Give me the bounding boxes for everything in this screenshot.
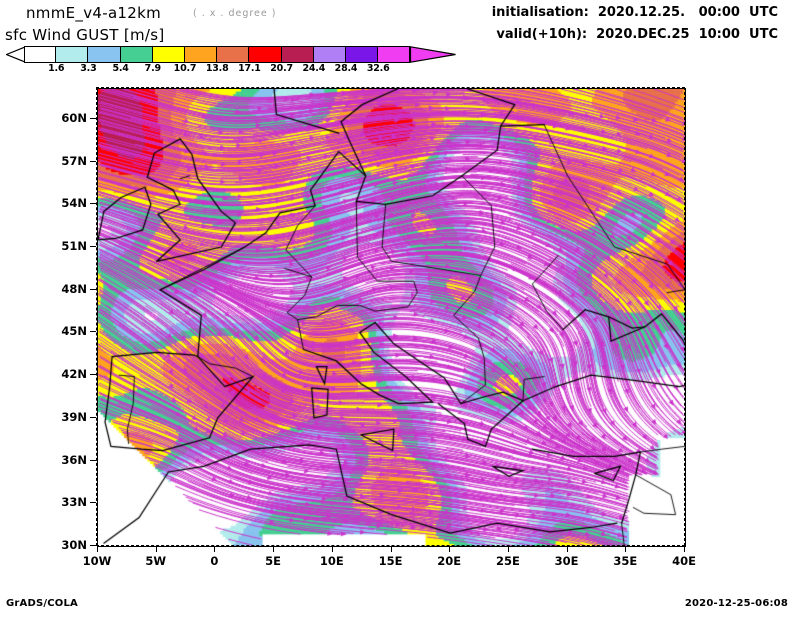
colorbar-tick-8: 24.4: [302, 63, 326, 74]
colorbar-cell-8: [281, 46, 314, 63]
lat-tick-label-42N: 42N: [61, 367, 87, 382]
lat-tick-label-48N: 48N: [61, 281, 87, 296]
lat-tick-mark-54N: [90, 203, 96, 205]
colorbar-cell-9: [313, 46, 346, 63]
colorbar-strip: [24, 46, 411, 63]
lat-tick-mark-36N: [90, 459, 96, 461]
colorbar-tick-4: 10.7: [173, 63, 197, 74]
colorbar-low-arrow-icon: [6, 46, 26, 63]
lat-tick-label-30N: 30N: [61, 538, 87, 552]
colorbar-tick-1: 3.3: [80, 63, 97, 74]
colorbar-cell-3: [120, 46, 153, 63]
colorbar-cell-7: [249, 46, 282, 63]
lat-tick-label-33N: 33N: [61, 495, 87, 510]
lon-tick-mark-35E: [625, 546, 627, 552]
colorbar-tick-7: 20.7: [270, 63, 293, 74]
colorbar-tick-0: 1.6: [48, 63, 65, 74]
lat-tick-label-39N: 39N: [61, 409, 87, 424]
model-name: nmmE_v4-a12km: [26, 4, 162, 22]
valid-time-text: valid(+10h): 2020.DEC.25 10:00 UTC: [496, 27, 778, 42]
colorbar-cell-6: [217, 46, 250, 63]
lat-tick-mark-39N: [90, 416, 96, 418]
lon-tick-label-20E: 20E: [437, 554, 462, 568]
colorbar-cell-1: [56, 46, 89, 63]
lon-tick-mark-20E: [449, 546, 451, 552]
field-title: sfc Wind GUST [m/s]: [5, 26, 165, 44]
lon-tick-label-10W: 10W: [82, 554, 112, 568]
lon-tick-mark-25E: [507, 546, 509, 552]
colorbar: 1.6 3.3 5.4 7.9 10.7 13.8 17.1 20.7 24.4 28.4 32.6: [6, 46, 456, 74]
wind-gust-field-canvas[interactable]: [98, 89, 685, 546]
colorbar-high-arrow-icon: [410, 46, 456, 63]
lon-tick-mark-5E: [273, 546, 275, 552]
lat-tick-mark-45N: [90, 331, 96, 333]
map-plot-area[interactable]: [97, 88, 686, 547]
colorbar-tick-10: 32.6: [366, 63, 390, 74]
lon-tick-mark-30E: [566, 546, 568, 552]
lon-tick-label-0: 0: [210, 554, 219, 568]
lat-tick-mark-60N: [90, 117, 96, 119]
lat-tick-mark-57N: [90, 160, 96, 162]
colorbar-cell-2: [88, 46, 121, 63]
producer-credit: GrADS/COLA: [6, 598, 78, 609]
colorbar-cell-0: [24, 46, 57, 63]
lon-tick-mark-0: [214, 546, 216, 552]
lon-tick-label-5E: 5E: [265, 554, 282, 568]
lon-tick-label-35E: 35E: [613, 554, 638, 568]
lat-tick-label-36N: 36N: [61, 452, 87, 467]
lat-tick-label-51N: 51N: [61, 239, 87, 254]
lon-tick-mark-5W: [155, 546, 157, 552]
lon-tick-mark-10W: [97, 546, 98, 552]
lat-tick-label-57N: 57N: [61, 153, 87, 168]
lon-tick-label-5W: 5W: [145, 554, 167, 568]
lat-tick-mark-42N: [90, 374, 96, 376]
colorbar-tick-3: 7.9: [144, 63, 161, 74]
lon-tick-label-30E: 30E: [554, 554, 579, 568]
lon-tick-label-15E: 15E: [378, 554, 403, 568]
initialisation-text: initialisation: 2020.12.25. 00:00 UTC: [491, 5, 778, 20]
lat-tick-label-54N: 54N: [61, 196, 87, 211]
colorbar-cell-11: [378, 46, 411, 63]
lat-tick-mark-30N: [90, 545, 96, 546]
lon-tick-label-40E: 40E: [672, 554, 696, 568]
lon-tick-mark-15E: [390, 546, 392, 552]
lat-tick-label-60N: 60N: [61, 110, 87, 125]
colorbar-tick-9: 28.4: [334, 63, 358, 74]
lat-tick-mark-51N: [90, 246, 96, 248]
colorbar-tick-2: 5.4: [112, 63, 129, 74]
colorbar-cell-10: [345, 46, 379, 63]
lat-tick-mark-48N: [90, 288, 96, 290]
projection-note: ( . x . degree ): [193, 8, 277, 19]
colorbar-tick-5: 13.8: [205, 63, 229, 74]
colorbar-cell-5: [184, 46, 218, 63]
lon-tick-label-10E: 10E: [319, 554, 344, 568]
colorbar-cell-4: [152, 46, 185, 63]
lon-tick-label-25E: 25E: [495, 554, 520, 568]
lat-tick-mark-33N: [90, 502, 96, 504]
lat-tick-label-45N: 45N: [61, 324, 87, 339]
lon-tick-mark-10E: [331, 546, 333, 552]
lon-tick-mark-40E: [684, 546, 685, 552]
render-timestamp: 2020-12-25-06:08: [684, 598, 788, 609]
colorbar-tick-6: 17.1: [238, 63, 261, 74]
